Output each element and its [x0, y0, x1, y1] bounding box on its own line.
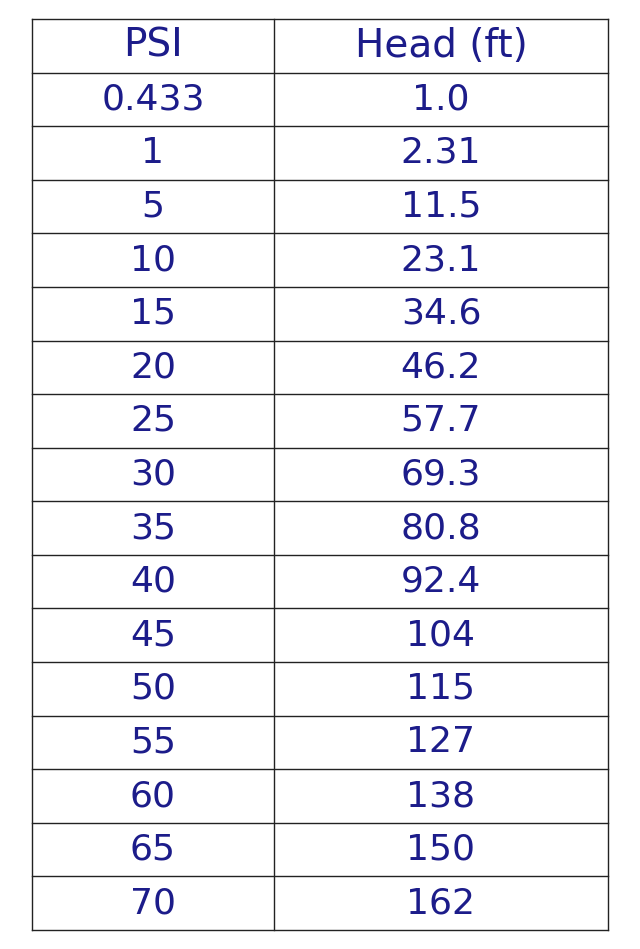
Text: 20: 20: [130, 350, 176, 384]
Text: 127: 127: [406, 725, 476, 759]
Text: 30: 30: [130, 457, 176, 492]
Text: 60: 60: [130, 779, 176, 813]
Text: 1.0: 1.0: [412, 83, 470, 117]
Text: 65: 65: [130, 832, 176, 866]
Text: 2.31: 2.31: [401, 136, 481, 170]
Text: 69.3: 69.3: [401, 457, 481, 492]
Text: 138: 138: [406, 779, 476, 813]
Text: 10: 10: [130, 243, 176, 277]
Text: 11.5: 11.5: [401, 190, 481, 224]
Text: 40: 40: [130, 565, 176, 599]
Text: 162: 162: [406, 886, 476, 921]
Text: 46.2: 46.2: [401, 350, 481, 384]
Text: 34.6: 34.6: [401, 297, 481, 331]
Text: 57.7: 57.7: [401, 404, 481, 437]
Text: Head (ft): Head (ft): [355, 27, 527, 65]
Text: PSI: PSI: [123, 27, 183, 65]
Text: 104: 104: [406, 618, 476, 652]
Text: 1: 1: [141, 136, 164, 170]
Text: 50: 50: [130, 672, 176, 706]
Text: 25: 25: [130, 404, 176, 437]
Text: 80.8: 80.8: [401, 512, 481, 545]
Text: 35: 35: [130, 512, 176, 545]
Text: 23.1: 23.1: [401, 243, 481, 277]
Text: 150: 150: [406, 832, 476, 866]
Text: 55: 55: [130, 725, 176, 759]
Text: 115: 115: [406, 672, 476, 706]
Text: 0.433: 0.433: [101, 83, 205, 117]
Text: 45: 45: [130, 618, 176, 652]
Text: 15: 15: [130, 297, 176, 331]
Text: 5: 5: [141, 190, 164, 224]
Text: 70: 70: [130, 886, 176, 921]
Text: 92.4: 92.4: [401, 565, 481, 599]
